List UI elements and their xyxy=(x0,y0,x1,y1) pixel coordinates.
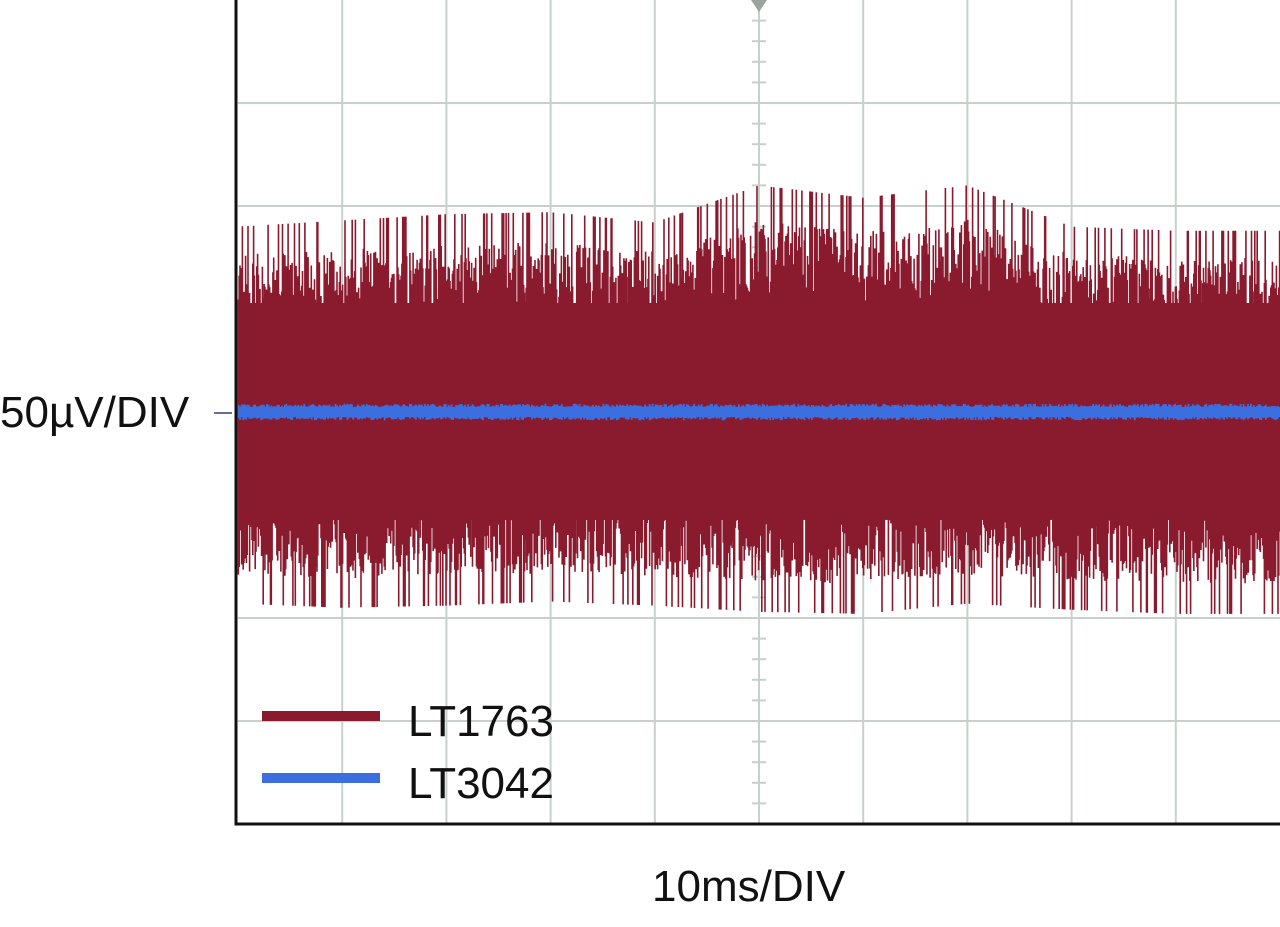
legend-label-LT1763: LT1763 xyxy=(408,697,554,746)
series-LT3042 xyxy=(237,403,1280,421)
series-LT1763 xyxy=(237,185,1280,614)
trace-core-LT3042 xyxy=(238,407,1280,417)
plot-frame xyxy=(234,0,1280,826)
x-axis-label: 10ms/DIV xyxy=(652,862,846,911)
traces xyxy=(237,185,1280,614)
trigger-marker xyxy=(751,0,767,12)
y-axis-label: 50µV/DIV xyxy=(0,388,190,437)
legend: LT1763 LT3042 xyxy=(262,697,554,808)
legend-label-LT3042: LT3042 xyxy=(408,759,554,808)
